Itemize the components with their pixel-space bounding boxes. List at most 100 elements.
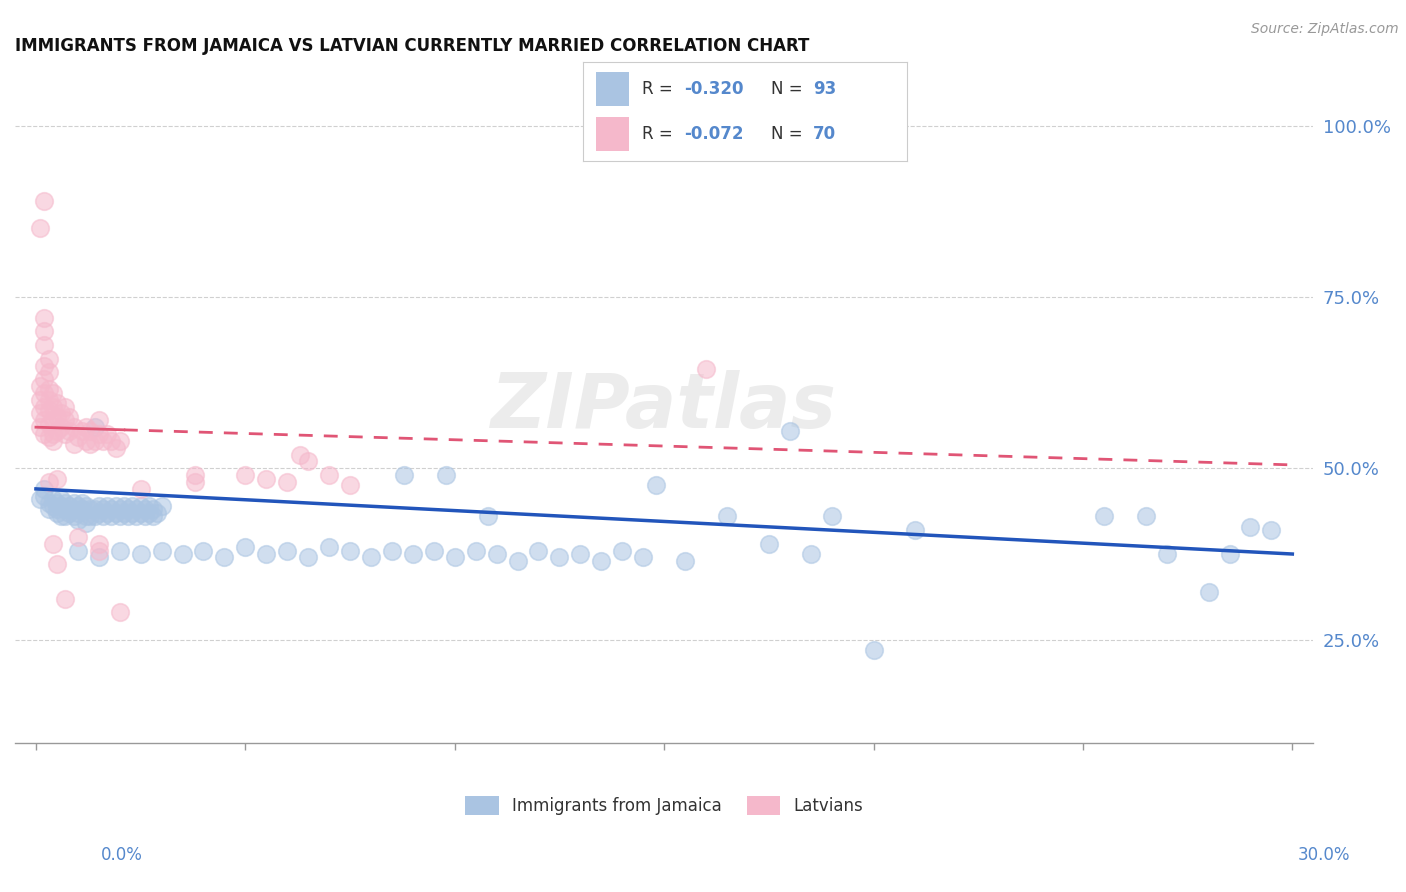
Point [37,403,59,417]
Point [70,424,93,438]
Point [79,424,101,438]
Point [79,502,101,516]
Point [108,543,131,558]
Point [37,430,59,444]
Point [62,502,84,516]
Point [288,448,311,462]
Point [45,502,67,516]
Point [66,513,89,527]
Point [381,543,404,558]
Point [716,509,738,524]
Point [117,502,139,516]
Text: -0.320: -0.320 [683,80,744,98]
Text: N =: N = [770,125,808,143]
Point [37,392,59,407]
Text: 30.0%: 30.0% [1298,846,1350,863]
Point [45,409,67,424]
Point [53,413,76,427]
Point [49,420,72,434]
Point [41,499,63,513]
Point [695,362,717,376]
Point [129,499,152,513]
Point [37,383,59,397]
Point [477,509,499,524]
Point [423,543,446,558]
Point [254,472,277,486]
Point [70,495,93,509]
Point [87,427,110,442]
Point [37,365,59,379]
Point [83,420,105,434]
Point [34,427,56,442]
Text: R =: R = [641,125,678,143]
Point [318,540,340,554]
Point [34,324,56,338]
Point [62,495,84,509]
Point [150,499,173,513]
Point [339,478,361,492]
Point [30,407,52,421]
Point [58,424,80,438]
Point [673,554,696,568]
Point [75,516,97,531]
Point [150,543,173,558]
Point [1198,584,1220,599]
Point [779,424,801,438]
Point [631,550,654,565]
Point [644,478,666,492]
Point [233,468,256,483]
Point [112,499,135,513]
Point [100,509,122,524]
Point [87,550,110,565]
Point [434,468,457,483]
Point [96,427,118,442]
Point [30,492,52,507]
Point [87,543,110,558]
Point [41,434,63,448]
Bar [596,118,628,151]
Text: 93: 93 [813,80,837,98]
Point [443,550,465,565]
Point [75,499,97,513]
Point [800,547,823,561]
Point [134,509,156,524]
Point [58,499,80,513]
Point [34,489,56,503]
Point [41,492,63,507]
Point [49,509,72,524]
Point [612,543,634,558]
Point [121,506,143,520]
Point [45,506,67,520]
Point [49,492,72,507]
Point [297,454,319,468]
Point [66,499,89,513]
Point [904,523,927,537]
Point [1092,509,1115,524]
Point [70,502,93,516]
Point [41,413,63,427]
Point [30,420,52,434]
Text: R =: R = [641,80,678,98]
Point [30,221,52,235]
Point [1135,509,1157,524]
Point [142,509,165,524]
Point [37,417,59,431]
Point [34,372,56,386]
Point [276,475,298,489]
Point [758,537,780,551]
Point [1156,547,1178,561]
Point [53,509,76,524]
Point [53,427,76,442]
Text: 70: 70 [813,125,837,143]
Point [30,379,52,393]
Point [45,396,67,410]
Point [402,547,425,561]
Point [121,499,143,513]
Point [83,434,105,448]
Point [184,475,207,489]
Point [53,502,76,516]
Point [233,540,256,554]
Point [297,550,319,565]
Point [1218,547,1240,561]
Text: IMMIGRANTS FROM JAMAICA VS LATVIAN CURRENTLY MARRIED CORRELATION CHART: IMMIGRANTS FROM JAMAICA VS LATVIAN CURRE… [15,37,810,55]
